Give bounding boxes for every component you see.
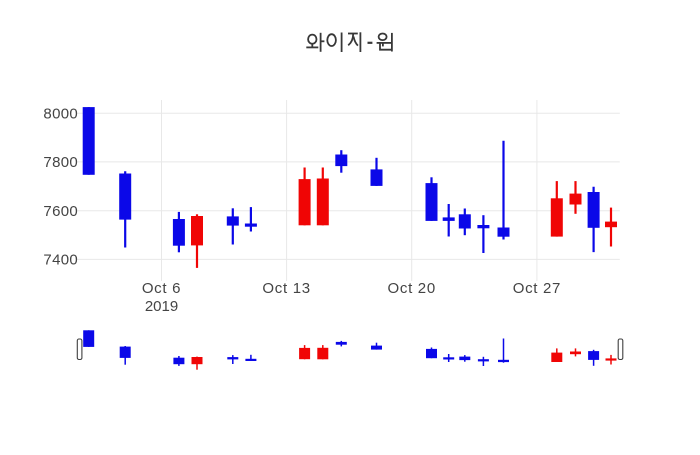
svg-text:7800: 7800 <box>43 154 78 171</box>
svg-text:Oct 13: Oct 13 <box>262 280 310 297</box>
svg-text:Oct 6: Oct 6 <box>142 280 181 297</box>
svg-text:8000: 8000 <box>43 105 78 122</box>
svg-text:7400: 7400 <box>43 252 78 269</box>
svg-text:Oct 27: Oct 27 <box>513 280 561 297</box>
svg-text:7600: 7600 <box>43 203 78 220</box>
svg-text:Oct 20: Oct 20 <box>388 280 436 297</box>
svg-text:2019: 2019 <box>145 298 178 315</box>
